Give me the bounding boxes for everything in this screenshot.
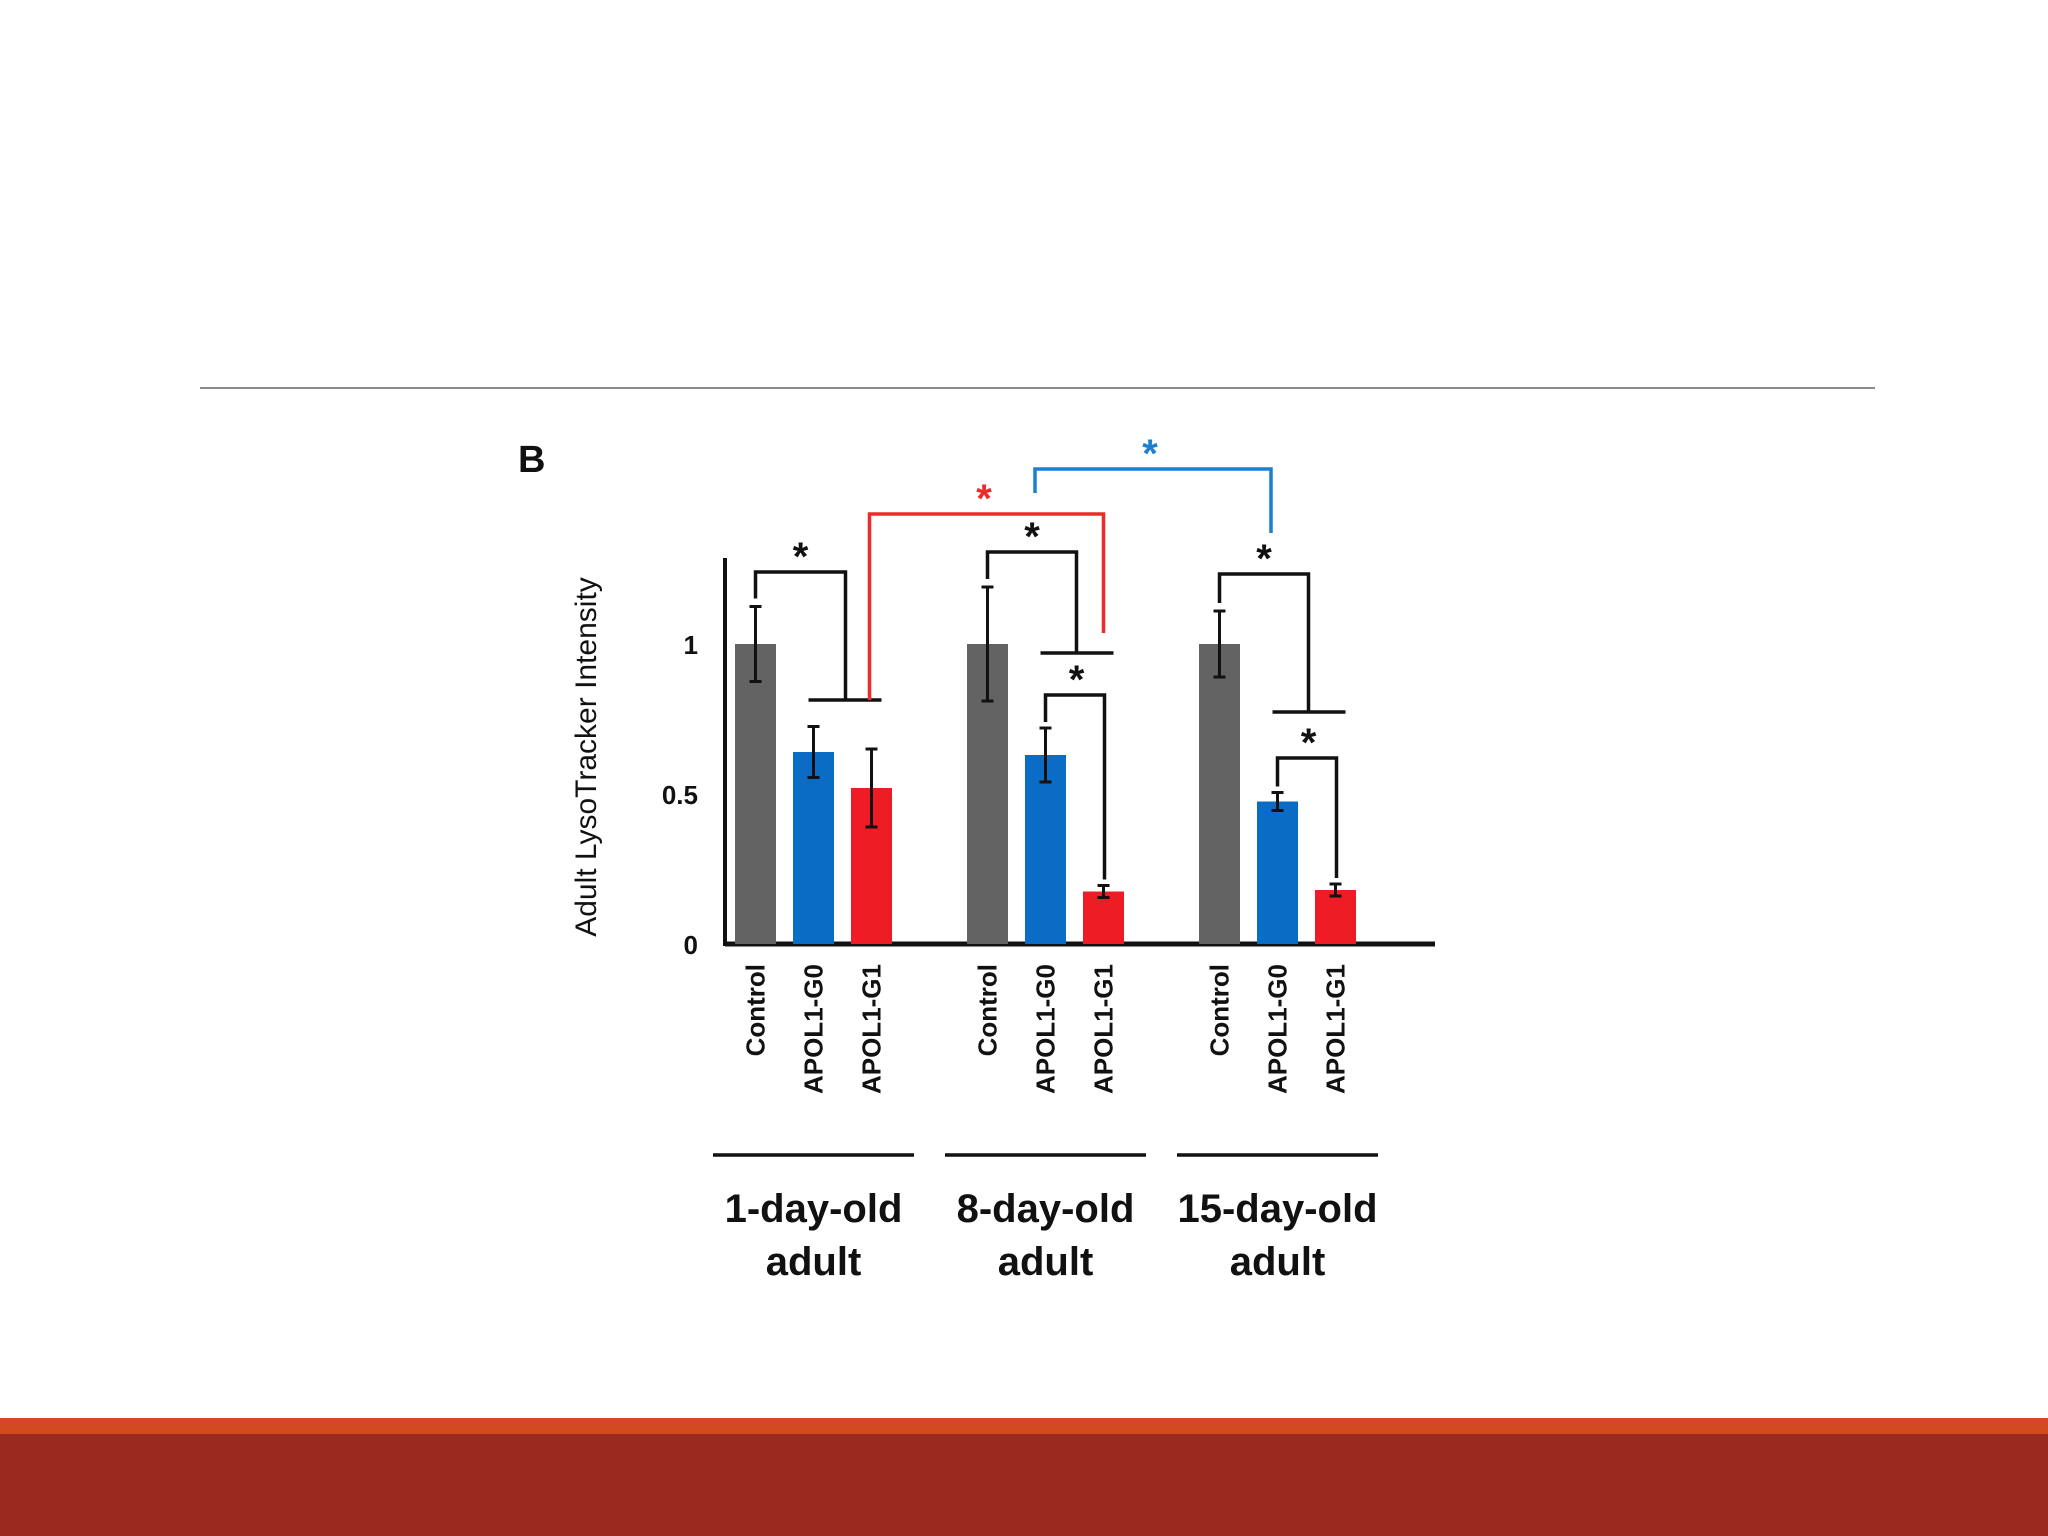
x-tick-label: APOL1-G1: [1089, 964, 1119, 1094]
group-label: adult: [1230, 1240, 1326, 1284]
y-tick-label: 1: [684, 630, 698, 660]
group-label: 8-day-old: [957, 1187, 1135, 1231]
bar: [1199, 644, 1240, 944]
significance-star-red: *: [976, 477, 992, 521]
x-tick-label: APOL1-G1: [857, 964, 887, 1094]
significance-star: *: [793, 535, 809, 579]
significance-star: *: [1024, 515, 1040, 559]
y-axis-label: Adult LysoTracker Intensity: [570, 577, 603, 937]
footer-band: [0, 1434, 2048, 1536]
bar: [1083, 891, 1124, 944]
significance-bracket-blue: [1033, 467, 1273, 533]
significance-bracket: [1217, 572, 1311, 712]
group-label: adult: [998, 1240, 1094, 1284]
y-tick-label: 0: [684, 930, 698, 960]
footer-accent-stripe: [0, 1418, 2048, 1434]
significance-star-blue: *: [1142, 432, 1158, 476]
significance-star: *: [1069, 658, 1085, 702]
x-tick-label: Control: [741, 964, 771, 1056]
significance-bracket: [1275, 756, 1339, 878]
significance-bracket-red: [867, 512, 1106, 700]
y-tick-label: 0.5: [662, 780, 698, 810]
group-label: adult: [766, 1240, 862, 1284]
bar: [793, 752, 834, 944]
slide-divider-line: [200, 387, 1875, 389]
x-tick-label: Control: [1205, 964, 1235, 1056]
significance-star: *: [1301, 721, 1317, 765]
bar: [1025, 755, 1066, 944]
x-tick-label: Control: [973, 964, 1003, 1056]
panel-label: B: [518, 439, 545, 481]
group-label: 1-day-old: [725, 1187, 903, 1231]
significance-star: *: [1256, 537, 1272, 581]
x-tick-label: APOL1-G0: [799, 964, 829, 1094]
bar: [1315, 890, 1356, 944]
bar: [1257, 801, 1298, 944]
bar: [735, 644, 776, 944]
significance-bracket: [753, 570, 848, 700]
significance-bracket: [1043, 693, 1107, 880]
x-tick-label: APOL1-G0: [1263, 964, 1293, 1094]
x-tick-label: APOL1-G0: [1031, 964, 1061, 1094]
group-label: 15-day-old: [1177, 1187, 1377, 1231]
x-tick-label: APOL1-G1: [1321, 964, 1351, 1094]
significance-bracket: [985, 550, 1079, 653]
